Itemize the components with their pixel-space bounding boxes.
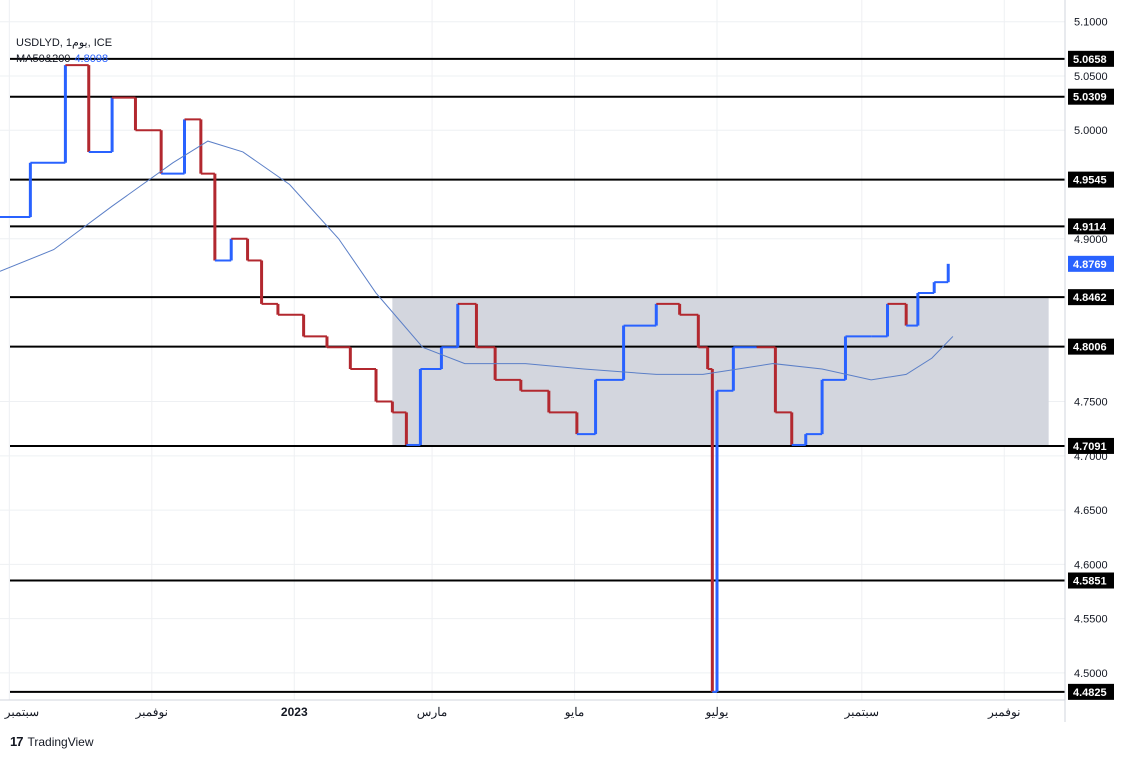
price-tick-label: 4.7500 <box>1074 397 1108 409</box>
tradingview-logo[interactable]: 17 TradingView <box>10 734 94 749</box>
level-price-text: 4.7091 <box>1073 441 1107 453</box>
price-axis[interactable]: 5.10005.05005.00004.90004.75004.70004.65… <box>1068 17 1114 700</box>
brand-name: TradingView <box>27 734 94 749</box>
ma-line <box>0 140 954 381</box>
time-tick-label: يوليو <box>704 705 728 719</box>
level-price-text: 4.8006 <box>1073 342 1107 354</box>
time-axis[interactable]: سبتمبر نوفمبر 2023 مارس مايو يوليو سبتمبر نوفمب… <box>4 705 1021 719</box>
time-tick-label: نوفمبر <box>987 705 1020 719</box>
price-tick-label: 4.6500 <box>1074 505 1108 517</box>
time-tick-label: سبتمبر <box>4 705 39 719</box>
level-price-tag <box>1068 171 1114 188</box>
price-series <box>0 64 950 693</box>
time-tick-label: مايو <box>564 705 585 719</box>
level-price-text: 4.9114 <box>1073 221 1107 233</box>
symbol-line[interactable]: USDLYD, 1يوم, ICE <box>16 37 113 49</box>
level-price-text: 5.0309 <box>1073 92 1107 104</box>
time-tick-label: نوفمبر <box>135 705 168 719</box>
horizontal-levels <box>10 57 1065 693</box>
level-price-tag <box>1068 218 1114 235</box>
price-tick-label: 5.0500 <box>1074 71 1108 83</box>
price-tick-label: 5.1000 <box>1074 17 1108 29</box>
price-tick-label: 5.0000 <box>1074 125 1108 137</box>
level-price-tag <box>1068 572 1114 589</box>
price-tick-label: 4.6000 <box>1074 559 1108 571</box>
level-price-tag <box>1068 88 1114 105</box>
time-tick-label: 2023 <box>281 705 308 719</box>
tv-logo-icon: 17 <box>10 734 24 749</box>
price-tick-label: 4.5500 <box>1074 614 1108 626</box>
last-price-tag <box>1068 255 1114 272</box>
price-tick-label: 4.5000 <box>1074 668 1108 680</box>
time-tick-label: سبتمبر <box>844 705 879 719</box>
ma-value: 4.8098 <box>74 53 109 65</box>
level-price-text: 4.8462 <box>1073 292 1107 304</box>
ma-legend[interactable]: MA50&200 4.8098 <box>16 51 112 67</box>
level-price-tag <box>1068 338 1114 355</box>
last-price-label: 4.8769 <box>1068 255 1114 272</box>
level-price-tag <box>1068 50 1114 67</box>
level-price-text: 5.0658 <box>1073 54 1107 66</box>
last-price-text: 4.8769 <box>1073 259 1107 271</box>
level-price-tag <box>1068 289 1114 306</box>
level-price-tag <box>1068 683 1114 700</box>
ma-label: MA50&200 <box>16 53 71 65</box>
time-tick-label: مارس <box>417 705 448 719</box>
level-price-text: 4.5851 <box>1073 576 1107 588</box>
level-price-tag <box>1068 437 1114 454</box>
level-price-text: 4.4825 <box>1073 687 1107 699</box>
chart-legend: USDLYD, 1يوم, ICE MA50&200 4.8098 <box>16 35 112 67</box>
price-tick-label: 4.9000 <box>1074 234 1108 246</box>
level-price-text: 4.9545 <box>1073 175 1107 187</box>
